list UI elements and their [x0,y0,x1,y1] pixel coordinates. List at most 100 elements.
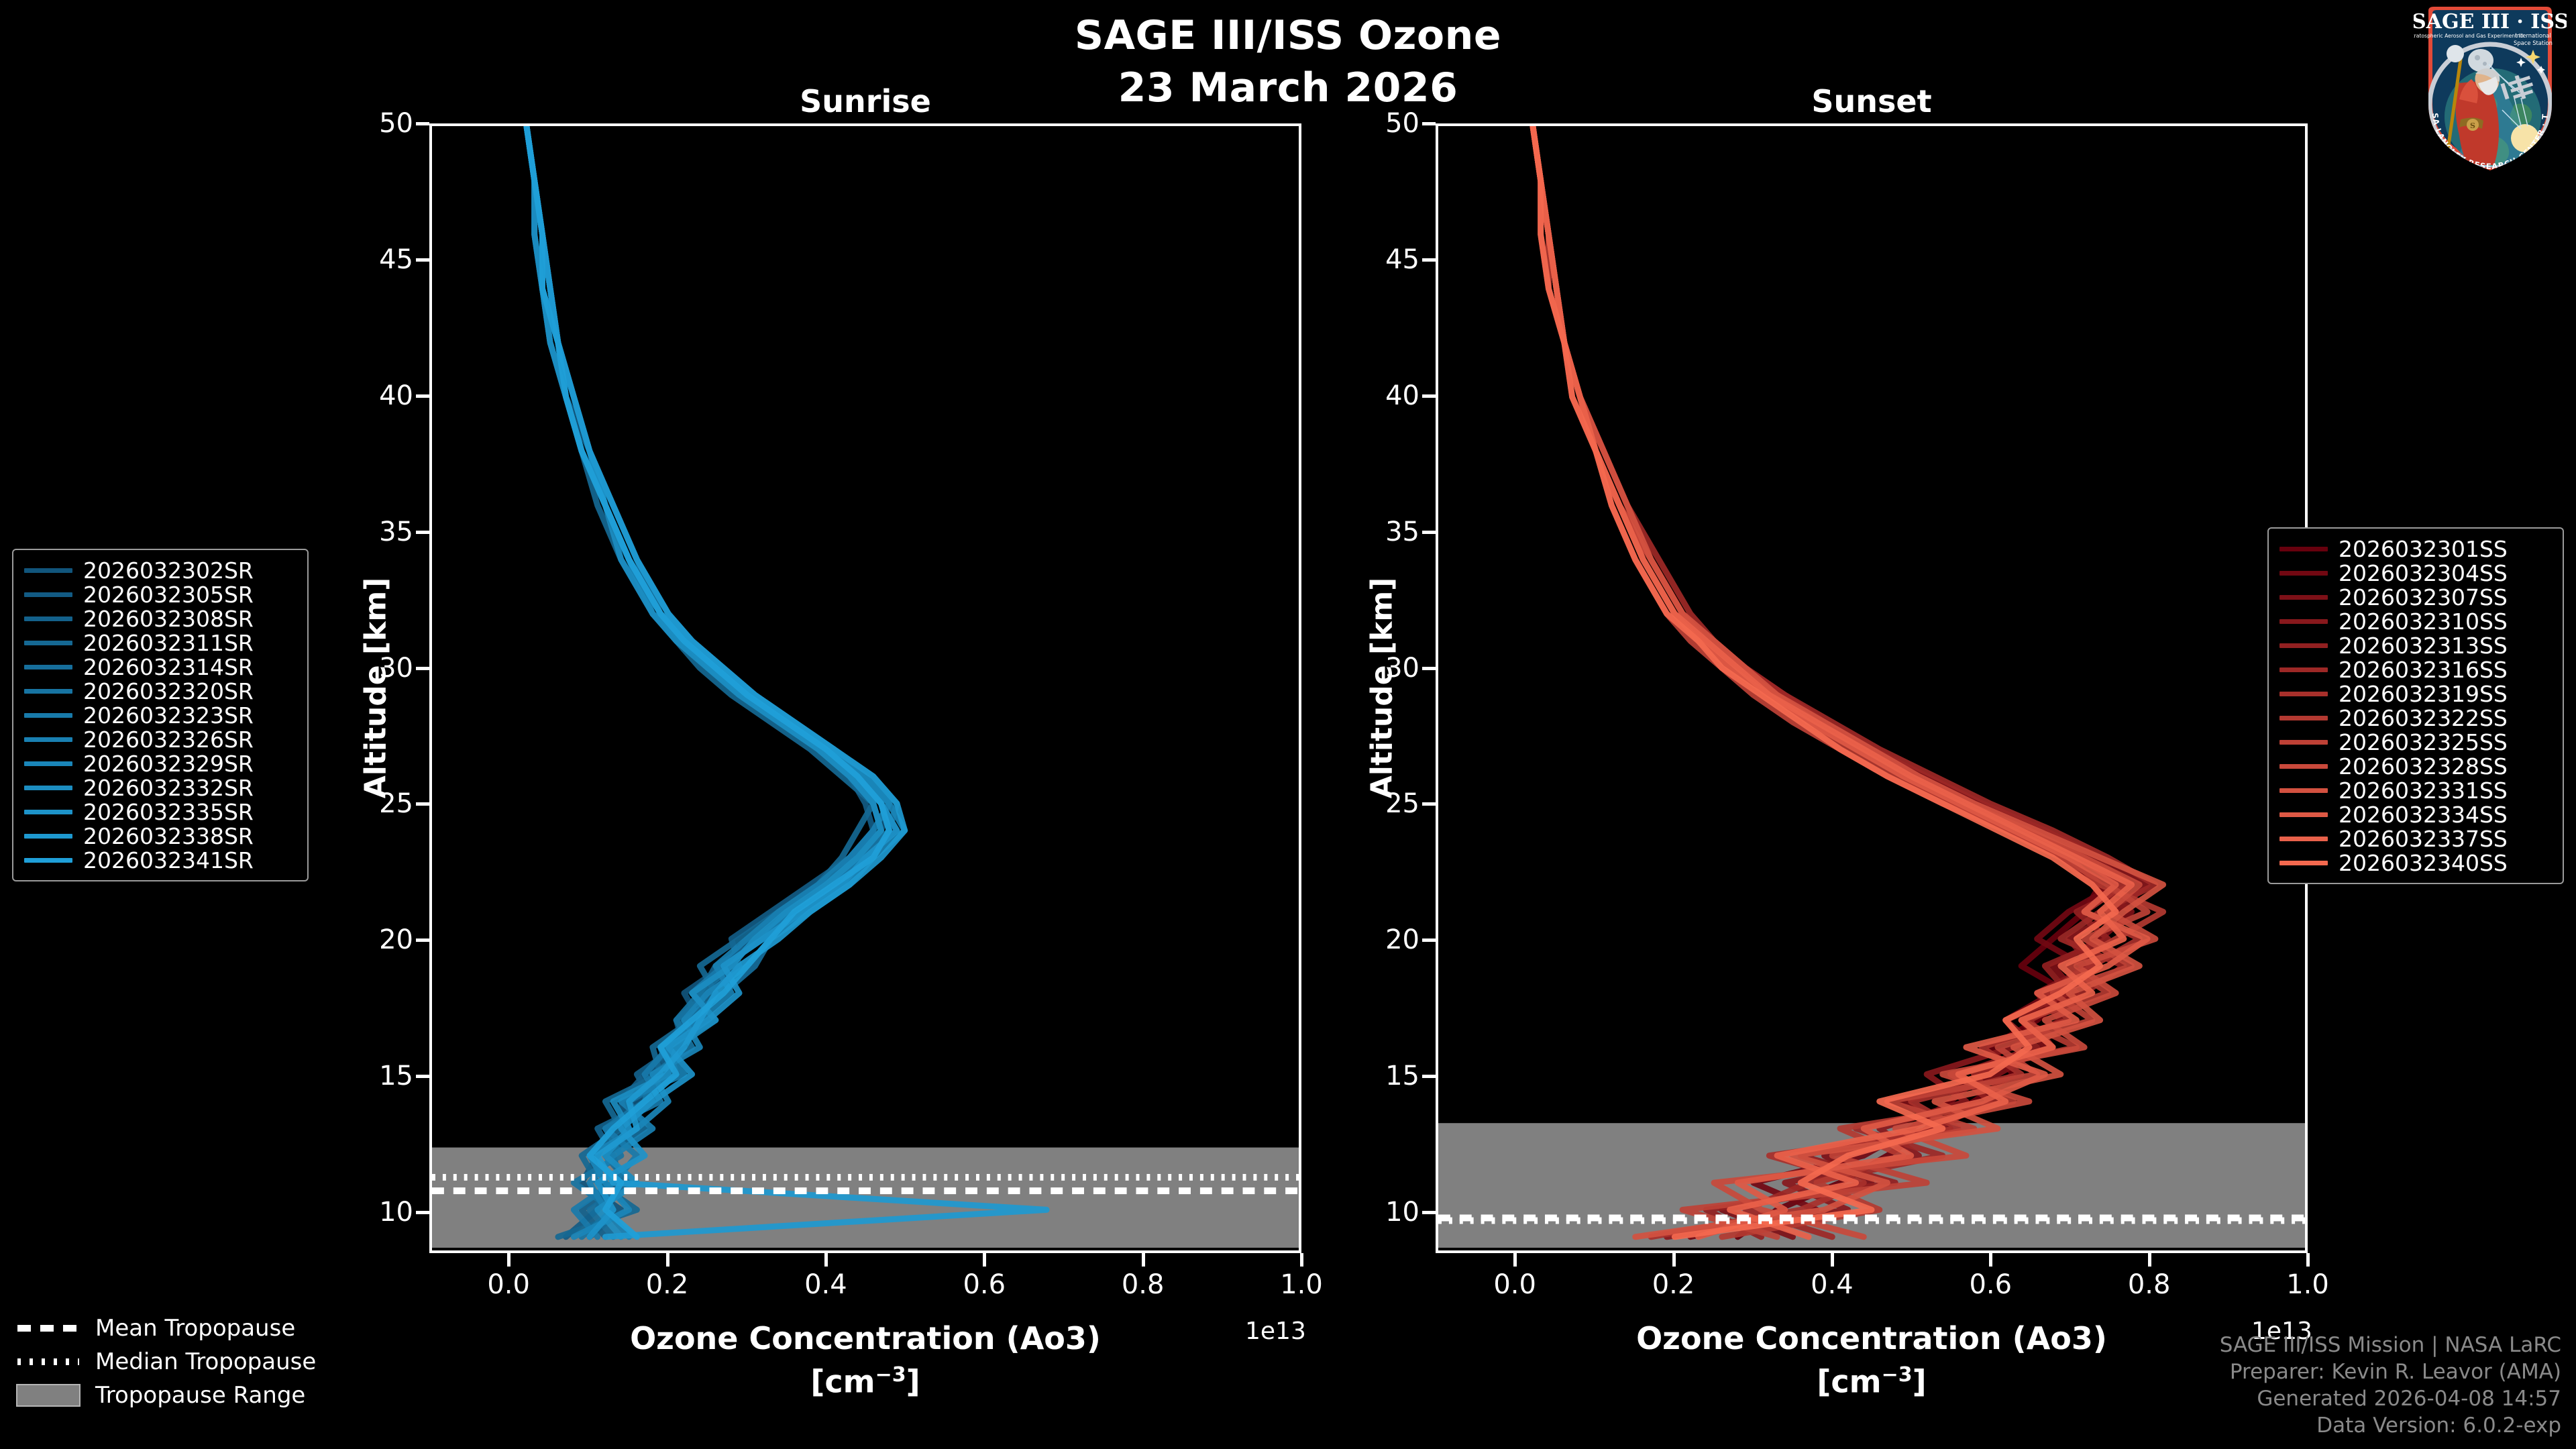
sunset-legend-item[interactable]: 2026032304SS [2279,559,2552,586]
legend-color-swatch [24,616,72,621]
y-axis-tick-label-right: 15 [1385,1061,1419,1092]
sunrise-legend-item[interactable]: 2026032338SR [24,823,297,849]
sunset-legend-item[interactable]: 2026032310SS [2279,608,2552,635]
legend-color-swatch [24,688,72,694]
x-axis-tick-label-right: 0.0 [1493,1269,1536,1300]
legend-color-swatch [24,664,72,669]
legend-item-label: 2026032313SS [2339,632,2508,659]
x-axis-tick-label-left: 0.0 [487,1269,530,1300]
sunset-legend-item[interactable]: 2026032328SS [2279,753,2552,780]
x-axis-offset-text-right: 1e13 [2251,1318,2312,1345]
x-axis-tick-label-right: 1.0 [2286,1269,2329,1300]
sunrise-legend-item[interactable]: 2026032326SR [24,727,297,753]
ozone-profile-line [523,123,877,1240]
legend-item-label: 2026032328SS [2339,753,2508,780]
legend-item-label: 2026032322SS [2339,704,2508,731]
legend-item-label: 2026032307SS [2339,584,2508,610]
ozone-profile-line [1529,123,2135,1240]
attribution-line: Generated 2026-04-08 14:57 [2257,1387,2561,1411]
x-axis-label-right: Ozone Concentration (Ao3) [1636,1320,2107,1356]
y-axis-tick-label-left: 50 [379,108,413,139]
legend-item-label: 2026032320SR [83,678,254,704]
sunset-legend-item[interactable]: 2026032331SS [2279,777,2552,804]
legend-color-swatch [24,809,72,814]
legend-item-label: 2026032325SS [2339,729,2508,755]
x-axis-tick-label-left: 0.6 [963,1269,1006,1300]
sunrise-legend-item[interactable]: 2026032332SR [24,775,297,801]
tropopause-legend-key-patch [16,1384,80,1407]
legend-color-swatch [24,712,72,718]
tropopause-legend: Mean Tropopause Median Tropopause Tropopau… [16,1311,316,1412]
legend-color-swatch [2279,594,2328,600]
logo-title: SAGE III · ISS [2414,10,2567,34]
legend-color-swatch [2279,546,2328,551]
attribution-line: Preparer: Kevin R. Leavor (AMA) [2229,1360,2561,1384]
x-axis-tick-label-left: 0.2 [645,1269,689,1300]
sunrise-legend-item[interactable]: 2026032314SR [24,654,297,680]
sunrise-legend-item[interactable]: 2026032311SR [24,629,297,656]
x-axis-tick-label-left: 0.4 [804,1269,847,1300]
sunset-legend-item[interactable]: 2026032337SS [2279,825,2552,852]
y-axis-tick-label-right: 10 [1385,1197,1419,1228]
legend-color-swatch [24,761,72,766]
sunrise-legend[interactable]: 2026032302SR 2026032305SR 2026032308SR 2026… [12,549,309,881]
y-axis-tick-label-left: 35 [379,516,413,547]
sunset-legend-item[interactable]: 2026032319SS [2279,681,2552,707]
tropopause-legend-item: Tropopause Range [16,1379,316,1412]
legend-item-label: 2026032340SS [2339,849,2508,876]
sunset-legend-item[interactable]: 2026032322SS [2279,704,2552,731]
sunset-legend[interactable]: 2026032301SS 2026032304SS 2026032307SS 2026… [2267,527,2564,884]
y-axis-tick-label-right: 40 [1385,380,1419,411]
legend-color-swatch [2279,836,2328,841]
legend-item-label: 2026032305SR [83,581,254,608]
legend-color-swatch [2279,691,2328,696]
legend-color-swatch [2279,643,2328,648]
legend-item-label: 2026032311SR [83,629,254,656]
sunset-legend-item[interactable]: 2026032316SS [2279,656,2552,683]
sunset-legend-item[interactable]: 2026032313SS [2279,632,2552,659]
legend-color-swatch [2279,715,2328,720]
x-axis-unit-right: [cm−3] [1817,1363,1927,1400]
y-axis-tick-label-left: 30 [379,652,413,684]
logo-subtitle-right-2: Space Station [2514,40,2553,46]
sunrise-legend-item[interactable]: 2026032302SR [24,557,297,584]
sunrise-legend-item[interactable]: 2026032323SR [24,702,297,729]
y-axis-tick-label-right: 50 [1385,108,1419,139]
legend-item-label: 2026032335SR [83,798,254,825]
sunset-legend-item[interactable]: 2026032301SS [2279,536,2552,562]
sunset-legend-item[interactable]: 2026032307SS [2279,584,2552,610]
sunrise-legend-item[interactable]: 2026032329SR [24,751,297,777]
y-axis-tick-label-right: 25 [1385,788,1419,820]
y-axis-label-left: Altitude [km] [358,577,393,799]
sunrise-legend-item[interactable]: 2026032341SR [24,847,297,873]
x-axis-unit-left: [cm−3] [810,1363,920,1400]
tropopause-legend-item: Mean Tropopause [16,1311,316,1345]
sunset-legend-item[interactable]: 2026032334SS [2279,802,2552,828]
attribution-block: SAGE III/ISS Mission | NASA LaRC Preparer… [2220,1332,2561,1439]
sunset-plot-panel [1436,123,2308,1253]
legend-item-label: 2026032337SS [2339,825,2508,852]
legend-item-label: 2026032304SS [2339,559,2508,586]
page-subtitle-date: 23 March 2026 [1118,64,1458,111]
ozone-profile-line [1529,123,2167,1240]
legend-color-swatch [24,640,72,645]
x-axis-label-left: Ozone Concentration (Ao3) [630,1320,1101,1356]
attribution-line: SAGE III/ISS Mission | NASA LaRC [2219,1333,2561,1357]
y-axis-tick-label-left: 15 [379,1061,413,1092]
ozone-profile-line [523,123,1050,1240]
y-axis-tick-label-right: 35 [1385,516,1419,547]
sunrise-legend-item[interactable]: 2026032335SR [24,798,297,825]
sunrise-panel-title: Sunrise [800,83,931,119]
tropopause-legend-label: Mean Tropopause [95,1315,296,1342]
legend-item-label: 2026032316SS [2339,656,2508,683]
sunrise-legend-item[interactable]: 2026032320SR [24,678,297,704]
y-axis-tick-label-left: 25 [379,788,413,820]
legend-color-swatch [2279,763,2328,769]
sunset-legend-item[interactable]: 2026032340SS [2279,849,2552,876]
sunrise-legend-item[interactable]: 2026032308SR [24,606,297,632]
sunrise-legend-item[interactable]: 2026032305SR [24,581,297,608]
legend-color-swatch [2279,570,2328,576]
sunset-panel-title: Sunset [1811,83,1932,119]
sunset-legend-item[interactable]: 2026032325SS [2279,729,2552,755]
logo-subtitle-left: Stratospheric Aerosol and Gas Experiment… [2414,33,2523,39]
